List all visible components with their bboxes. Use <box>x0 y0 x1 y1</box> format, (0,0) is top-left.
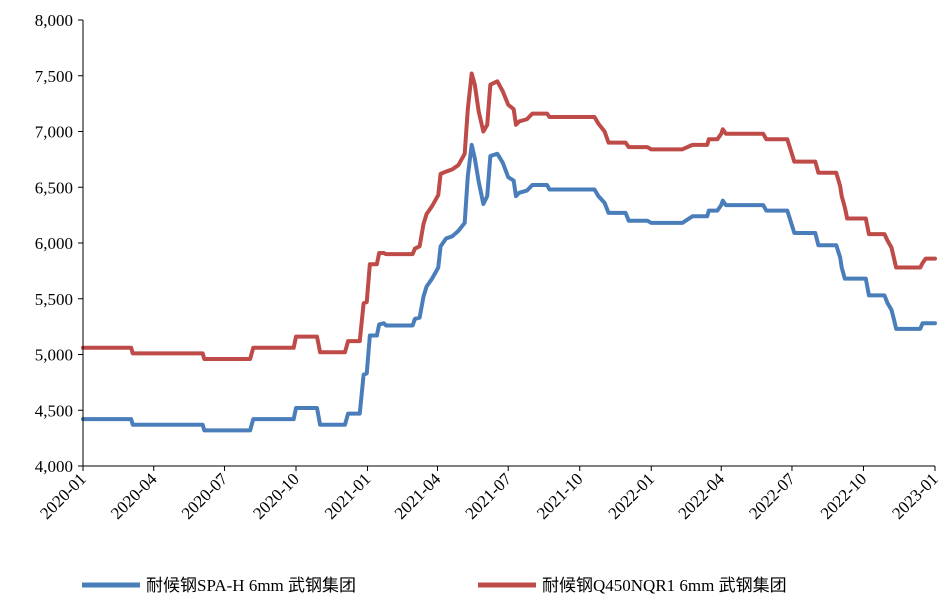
y-tick-label: 4,500 <box>35 401 73 420</box>
legend-label-spa-h: 耐候钢SPA-H 6mm 武钢集团 <box>146 576 356 595</box>
series-layer <box>81 71 937 433</box>
y-tick-label: 7,500 <box>35 67 73 86</box>
x-tick-label: 2020-04 <box>107 469 161 523</box>
x-tick-label: 2023-01 <box>888 469 939 523</box>
x-axis-ticks: 2020-01 2020-04 2020-07 2020-10 2021-01 2021-… <box>36 466 939 523</box>
y-axis-ticks: 4,000 4,500 5,000 5,500 6,000 6,500 7,000 7,500… <box>35 11 83 476</box>
y-tick-label: 5,000 <box>35 346 73 365</box>
x-tick-label: 2020-07 <box>178 469 232 523</box>
y-tick-label: 5,500 <box>35 290 73 309</box>
x-tick-label: 2020-10 <box>249 469 303 523</box>
x-tick-label: 2022-01 <box>605 469 659 523</box>
x-tick-label: 2021-04 <box>391 469 445 523</box>
x-tick-label: 2022-07 <box>745 469 799 523</box>
axes-layer <box>82 20 935 467</box>
x-tick-label: 2022-04 <box>675 469 729 523</box>
x-tick-label: 2022-10 <box>817 469 871 523</box>
y-tick-label: 8,000 <box>35 11 73 30</box>
x-tick-label: 2020-01 <box>36 469 90 523</box>
legend-label-q450nqr1: 耐候钢Q450NQR1 6mm 武钢集团 <box>542 576 787 595</box>
x-tick-label: 2021-07 <box>462 469 516 523</box>
y-tick-label: 7,000 <box>35 123 73 142</box>
x-tick-label: 2021-01 <box>321 469 375 523</box>
x-tick-label: 2021-10 <box>533 469 587 523</box>
legend: 耐候钢SPA-H 6mm 武钢集团 耐候钢Q450NQR1 6mm 武钢集团 <box>82 576 787 595</box>
y-tick-label: 6,500 <box>35 178 73 197</box>
y-tick-label: 6,000 <box>35 234 73 253</box>
series-line-1 <box>81 71 937 361</box>
series-line-0 <box>81 142 937 433</box>
y-tick-label: 4,000 <box>35 457 73 476</box>
